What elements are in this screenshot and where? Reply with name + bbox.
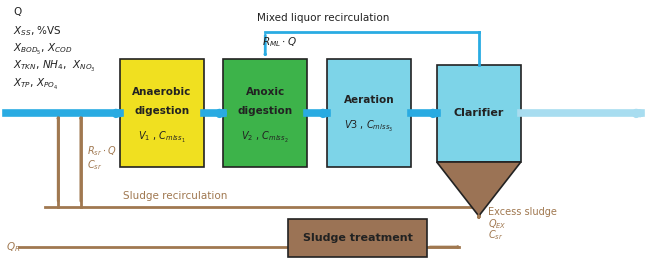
Text: Anoxic: Anoxic <box>246 87 285 97</box>
Text: Sludge recirculation: Sludge recirculation <box>122 191 227 201</box>
Text: $C_{sr}$: $C_{sr}$ <box>488 228 504 242</box>
Text: $X_{SS}$, %VS: $X_{SS}$, %VS <box>13 24 61 38</box>
Text: $V_2$ , $C_{mlss_2}$: $V_2$ , $C_{mlss_2}$ <box>241 130 289 145</box>
Bar <box>437 65 521 162</box>
Text: Aeration: Aeration <box>344 95 394 105</box>
Text: $X_{TP}$, $X_{PO_4}$: $X_{TP}$, $X_{PO_4}$ <box>13 77 58 92</box>
Text: Anaerobic: Anaerobic <box>132 87 192 97</box>
Text: Mixed liquor recirculation: Mixed liquor recirculation <box>258 12 389 23</box>
Text: Sludge treatment: Sludge treatment <box>303 232 412 243</box>
Text: $X_{TKN}$, $NH_4$,  $X_{NO_3}$: $X_{TKN}$, $NH_4$, $X_{NO_3}$ <box>13 59 96 75</box>
Text: Excess sludge: Excess sludge <box>488 207 557 217</box>
Text: $Q_{EX}$: $Q_{EX}$ <box>488 217 507 231</box>
Text: digestion: digestion <box>134 106 190 116</box>
Text: $V3$ , $C_{mlss_3}$: $V3$ , $C_{mlss_3}$ <box>344 119 393 134</box>
Polygon shape <box>437 162 521 216</box>
Text: Clarifier: Clarifier <box>454 108 504 119</box>
Text: Q: Q <box>13 7 21 17</box>
Text: $V_1$ , $C_{mlss_1}$: $V_1$ , $C_{mlss_1}$ <box>138 130 186 145</box>
Text: $C_{sr}$: $C_{sr}$ <box>87 158 103 172</box>
Bar <box>223 59 307 167</box>
Bar <box>327 59 411 167</box>
Text: digestion: digestion <box>237 106 293 116</box>
Text: $R_{ML}\cdot Q$: $R_{ML}\cdot Q$ <box>262 35 297 49</box>
Bar <box>288 219 427 256</box>
Text: $R_{sr}\cdot Q$: $R_{sr}\cdot Q$ <box>87 144 117 158</box>
Bar <box>120 59 204 167</box>
Text: $Q_R$: $Q_R$ <box>6 240 21 254</box>
Text: $X_{BOD_5}$, $X_{COD}$: $X_{BOD_5}$, $X_{COD}$ <box>13 42 72 57</box>
